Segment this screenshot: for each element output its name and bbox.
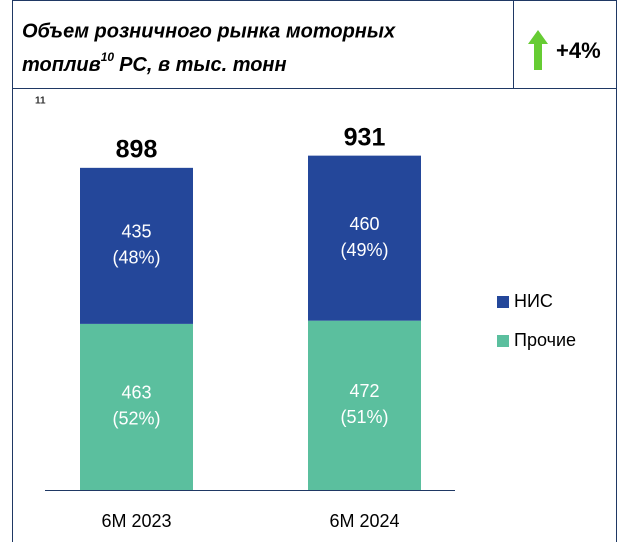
title-line: топлив10 РС, в тыс. тонн [22,50,287,76]
change-badge: +4% [556,38,601,63]
legend-swatch [497,296,509,308]
x-tick-label: 6M 2023 [101,511,171,531]
title-line: Объем розничного рынка моторных [22,20,396,42]
legend-label: НИС [514,291,553,311]
share-label: (52%) [112,409,160,429]
x-tick-label: 6M 2024 [329,511,399,531]
title-part: топлив [22,54,101,76]
share-label: (49%) [340,240,388,260]
total-label: 931 [344,124,386,152]
share-label: (48%) [112,248,160,268]
frame [12,0,617,542]
legend-label: Прочие [514,330,576,350]
value-label: 472 [349,381,379,401]
share-label: (51%) [340,407,388,427]
bar-segment [308,155,421,321]
title-footnote: 10 [101,50,115,64]
footnote: 11 [35,96,46,107]
value-label: 463 [121,383,151,403]
legend-swatch [497,335,509,347]
value-label: 460 [349,214,379,234]
value-label: 435 [121,222,151,242]
title-part: РС, в тыс. тонн [119,54,287,76]
bar-segment [308,320,421,490]
bar-segment [80,323,193,490]
total-label: 898 [116,135,158,163]
bar-segment [80,167,193,324]
up-arrow-icon [528,30,548,70]
